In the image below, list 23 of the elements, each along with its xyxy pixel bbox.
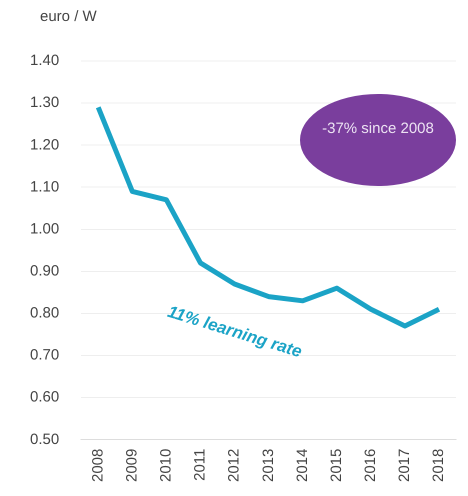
x-tick-label: 2014 <box>294 448 311 482</box>
y-axis-title: euro / W <box>39 8 98 27</box>
y-tick-label: 0.70 <box>30 346 60 364</box>
y-tick-label: 1.10 <box>30 178 60 196</box>
x-tick-label: 2011 <box>192 448 209 481</box>
x-tick-label: 2016 <box>362 448 379 482</box>
y-tick-label: 0.80 <box>30 304 60 322</box>
y-tick-label: 1.40 <box>30 52 60 70</box>
x-tick-label: 2009 <box>123 448 140 482</box>
x-tick-label: 2013 <box>260 448 277 482</box>
y-tick-label: 0.90 <box>30 262 60 280</box>
annotation: -37% since 2008 <box>321 119 435 139</box>
x-tick-label: 2017 <box>396 448 414 482</box>
y-tick-label: 0.60 <box>30 388 60 406</box>
x-tick-label: 2012 <box>226 448 243 482</box>
y-tick-label: 1.20 <box>30 136 60 154</box>
x-tick-label: 2008 <box>89 448 106 482</box>
x-tick-label: 2010 <box>158 448 175 482</box>
y-tick-label: 0.50 <box>30 430 60 448</box>
x-tick-label: 2015 <box>328 448 345 482</box>
y-tick-label: 1.30 <box>30 94 60 112</box>
x-tick-label: 2018 <box>430 448 448 482</box>
y-tick-label: 1.00 <box>30 220 60 238</box>
